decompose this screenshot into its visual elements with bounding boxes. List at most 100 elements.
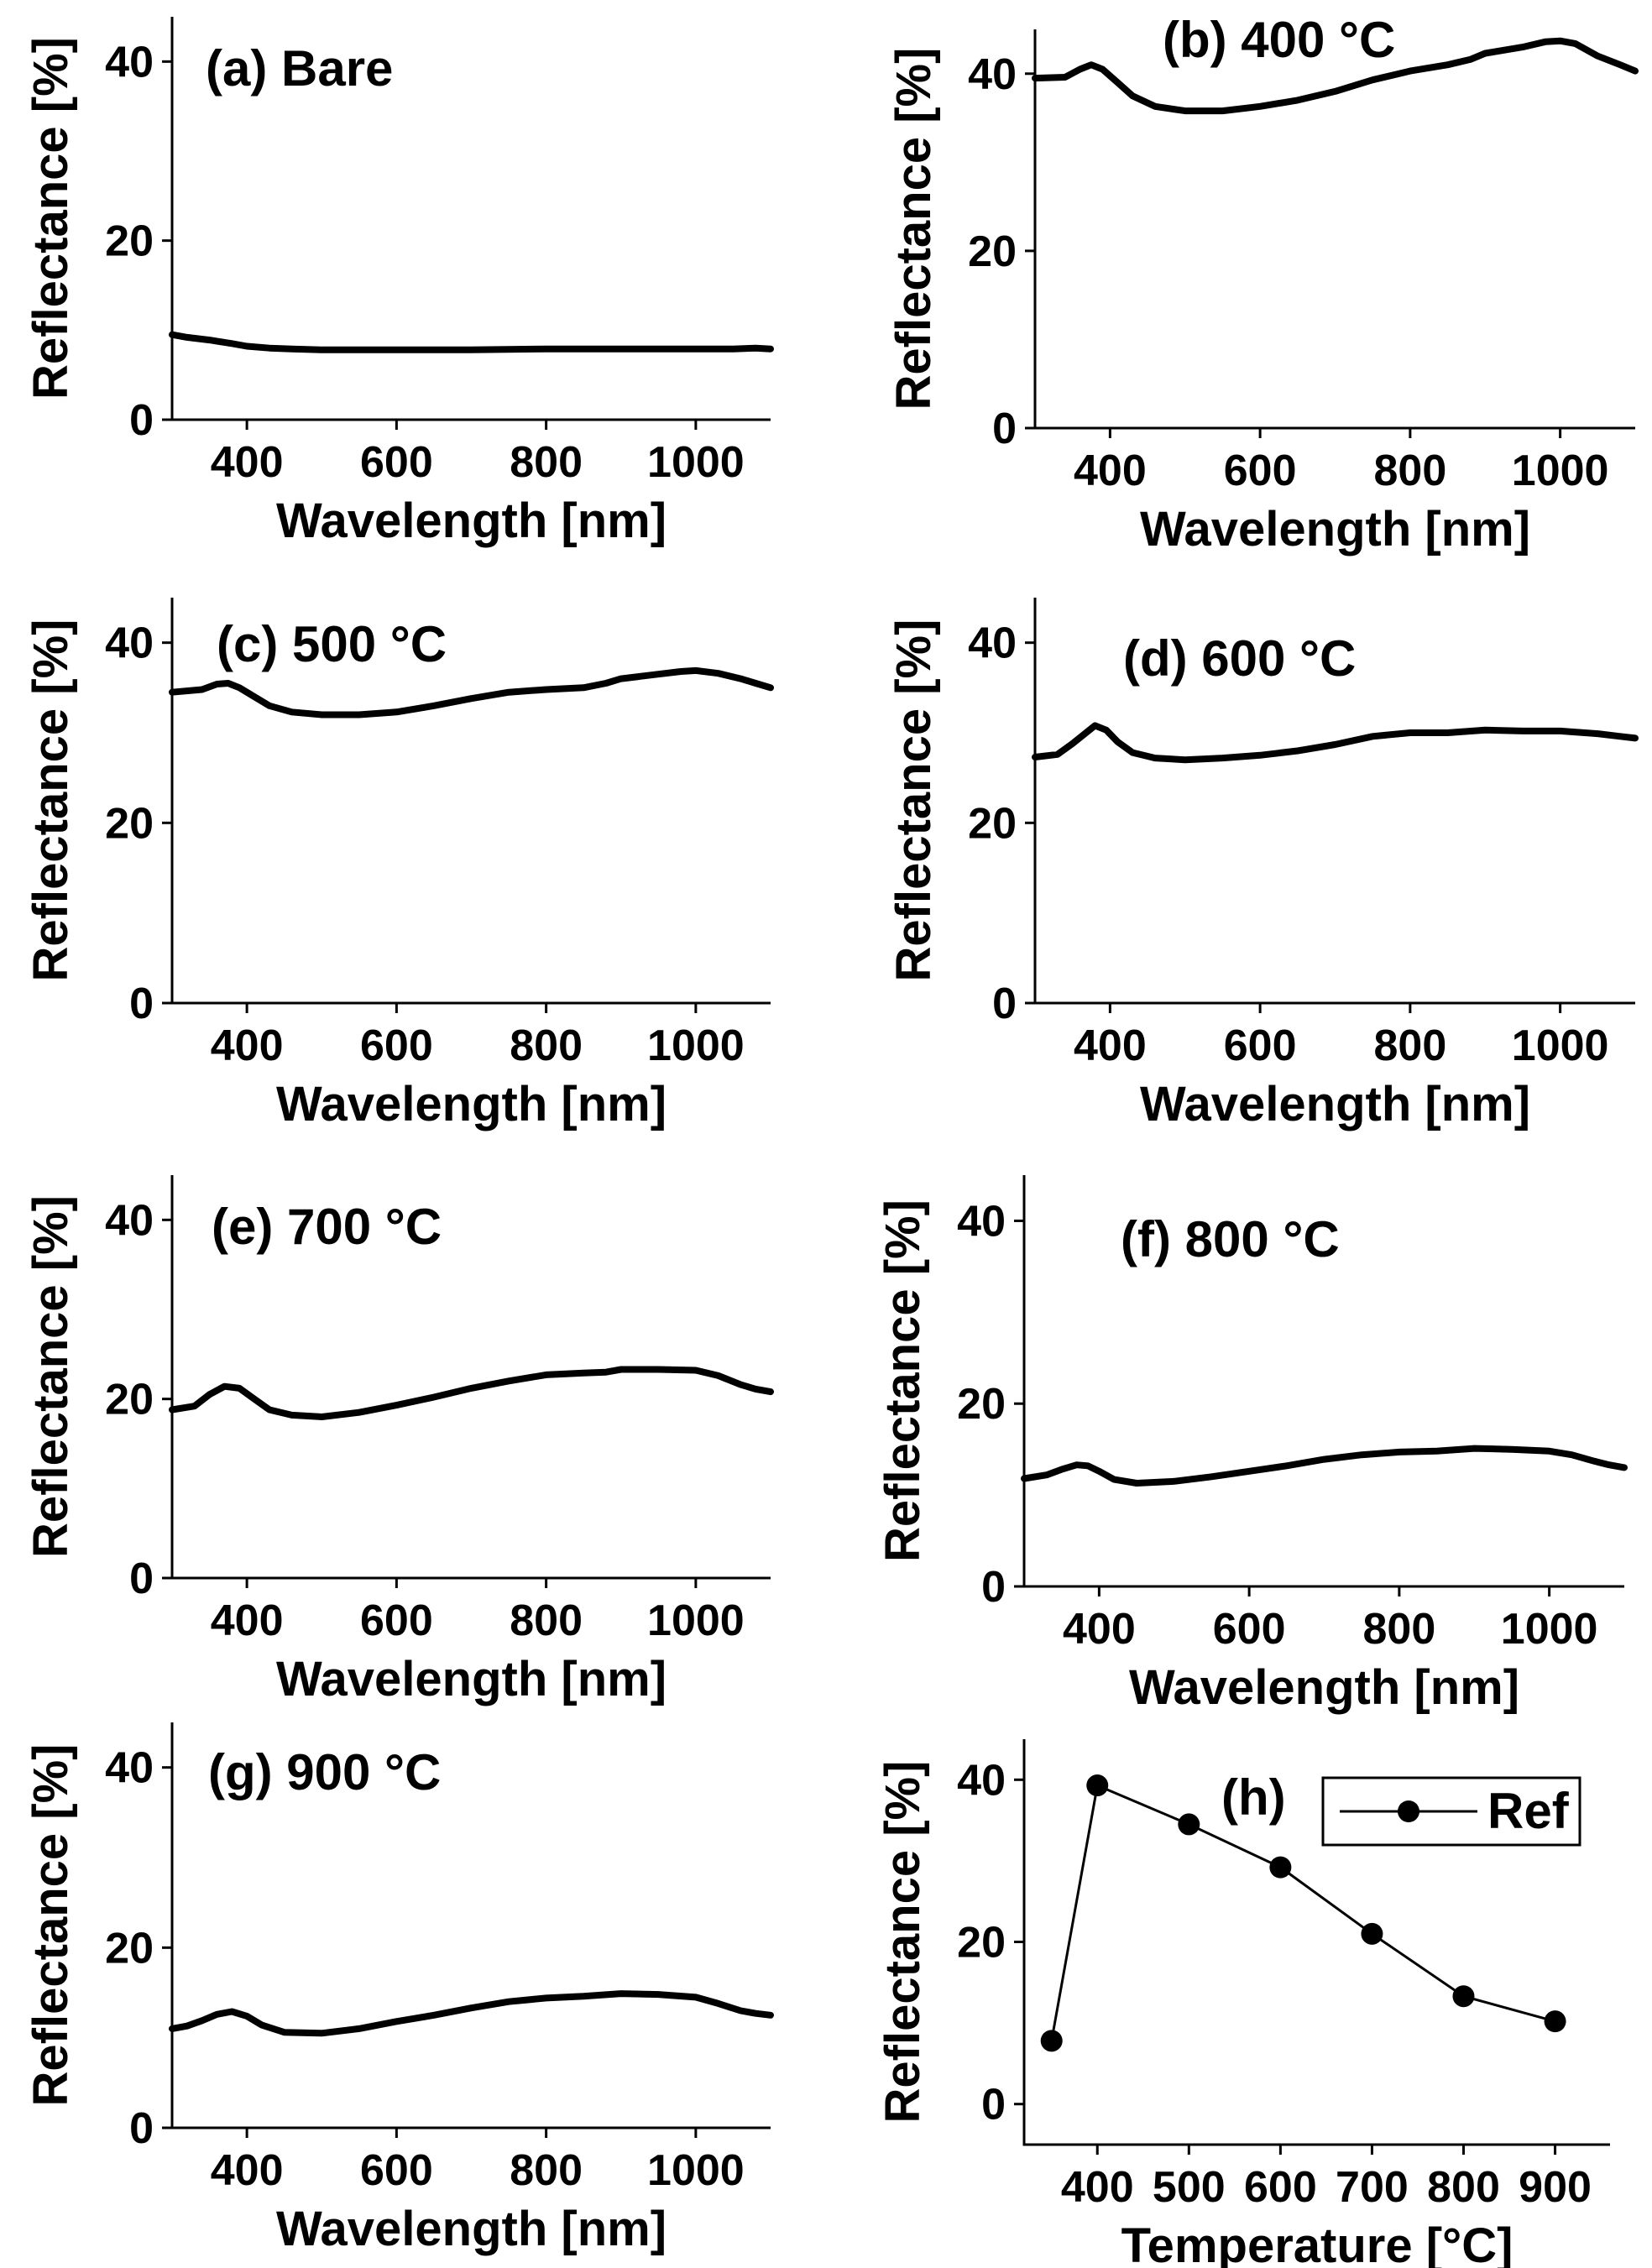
data-point (1452, 1985, 1475, 2008)
x-tick-label: 800 (510, 438, 583, 487)
x-tick-label: 400 (211, 1596, 284, 1645)
x-tick-label: 800 (510, 1022, 583, 1070)
y-axis-label: Reflectance [%] (24, 37, 78, 400)
legend: Ref (1321, 1776, 1581, 1847)
panel-d: 0 20 40 400 600 800 1000 Wavelength [nm] Reflect… (886, 598, 1639, 1131)
panel-c: 0 20 40 400 600 800 1000 Wavelength [nm] Reflect… (24, 598, 774, 1131)
y-tick-label: 20 (105, 217, 154, 266)
x-tick-label: 600 (1213, 1605, 1286, 1654)
x-tick-label: 900 (1519, 2163, 1592, 2212)
panel-title-c: (c) 500 °C (217, 616, 447, 672)
panel-g: 0 20 40 400 600 800 1000 Wavelength [nm] Reflect… (24, 1722, 774, 2256)
x-tick-label: 400 (211, 438, 284, 487)
y-tick-label: 20 (105, 799, 154, 848)
x-tick-label: 800 (510, 1596, 583, 1645)
x-tick-label: 600 (1224, 447, 1297, 495)
x-tick-label: 600 (360, 1022, 433, 1070)
series-line-d (1032, 722, 1639, 764)
data-point (1086, 1774, 1109, 1797)
x-tick-label: 600 (1244, 2163, 1317, 2212)
x-tick-label: 700 (1336, 2163, 1409, 2212)
y-tick-label: 20 (105, 1924, 154, 1973)
series-line-a (169, 331, 774, 353)
y-tick-label: 40 (957, 1197, 1006, 1246)
x-tick-label: 1000 (1501, 1605, 1598, 1654)
x-axis-label: Wavelength [nm] (1140, 1077, 1530, 1131)
x-axis-label: Wavelength [nm] (276, 494, 667, 548)
panel-title-b: (b) 400 °C (1163, 12, 1395, 68)
x-tick-label: 800 (1373, 447, 1446, 495)
panel-f: 0 20 40 400 600 800 1000 Wavelength [nm] Reflect… (876, 1175, 1628, 1715)
x-tick-label: 1000 (647, 1022, 745, 1070)
y-tick-label: 20 (968, 227, 1017, 276)
y-tick-label: 20 (957, 1380, 1006, 1429)
y-tick-label: 20 (105, 1376, 154, 1424)
y-tick-label: 0 (992, 405, 1017, 453)
data-point (1269, 1856, 1292, 1879)
panel-title-h: (h) (1221, 1769, 1286, 1826)
x-tick-label: 800 (1427, 2163, 1500, 2212)
series-line-f (1021, 1445, 1628, 1487)
panel-a: 0 20 40 400 600 800 1000 Wavelength [nm] Reflect… (24, 17, 774, 548)
y-axis-label: Reflectance [%] (876, 1761, 930, 2124)
x-tick-label: 1000 (647, 2146, 745, 2195)
x-tick-label: 1000 (1512, 447, 1609, 495)
y-tick-label: 0 (992, 980, 1017, 1028)
series-line-c (169, 666, 774, 719)
y-axis-label: Reflectance [%] (886, 619, 941, 982)
y-tick-label: 40 (105, 1196, 154, 1245)
panel-title-g: (g) 900 °C (208, 1744, 441, 1800)
x-tick-label: 600 (360, 1596, 433, 1645)
x-tick-label: 500 (1153, 2163, 1226, 2212)
x-tick-label: 800 (1362, 1605, 1435, 1654)
x-tick-label: 400 (1074, 1022, 1147, 1070)
x-tick-label: 400 (1074, 447, 1147, 495)
x-axis-label: Wavelength [nm] (1140, 502, 1530, 557)
y-tick-label: 20 (968, 799, 1017, 848)
series-line-g (169, 1990, 774, 2037)
x-tick-label: 800 (510, 2146, 583, 2195)
legend-label: Ref (1487, 1783, 1570, 1839)
panel-title-a: (a) Bare (206, 40, 393, 97)
panel-e: 0 20 40 400 600 800 1000 Wavelength [nm] Reflect… (24, 1175, 774, 1706)
panel-title-f: (f) 800 °C (1121, 1211, 1340, 1267)
axes-h (1022, 1739, 1610, 2146)
x-tick-label: 1000 (647, 1596, 745, 1645)
x-tick-label: 400 (1063, 1605, 1136, 1654)
y-axis-label: Reflectance [%] (24, 1744, 78, 2107)
x-tick-label: 1000 (647, 438, 745, 487)
y-tick-label: 40 (105, 1744, 154, 1793)
x-axis-label: Temperature [°C] (1121, 2218, 1513, 2268)
y-tick-label: 20 (957, 1919, 1006, 1968)
data-point (1361, 1922, 1383, 1945)
y-axis-label: Reflectance [%] (886, 48, 941, 410)
panel-title-d: (d) 600 °C (1123, 630, 1356, 687)
x-tick-label: 600 (1224, 1022, 1297, 1070)
y-tick-label: 0 (981, 1563, 1006, 1612)
y-tick-label: 40 (105, 619, 154, 668)
x-tick-label: 400 (211, 2146, 284, 2195)
y-tick-label: 0 (129, 1555, 154, 1603)
data-point (1040, 2030, 1063, 2052)
x-axis-label: Wavelength [nm] (1129, 1660, 1519, 1715)
panel-b: 0 20 40 400 600 800 1000 Wavelength [nm] Reflect… (886, 12, 1639, 557)
y-tick-label: 0 (981, 2081, 1006, 2130)
y-axis-label: Reflectance [%] (24, 619, 78, 982)
x-axis-label: Wavelength [nm] (276, 2202, 667, 2256)
y-tick-label: 0 (129, 396, 154, 445)
panel-title-e: (e) 700 °C (212, 1199, 442, 1255)
y-tick-label: 40 (968, 619, 1017, 668)
y-axis-label: Reflectance [%] (876, 1199, 930, 1562)
x-tick-label: 400 (211, 1022, 284, 1070)
x-axis-label: Wavelength [nm] (276, 1077, 667, 1131)
x-axis-label: Wavelength [nm] (276, 1652, 667, 1706)
x-tick-label: 400 (1061, 2163, 1134, 2212)
series-line-b (1032, 37, 1639, 115)
y-tick-label: 40 (957, 1756, 1006, 1805)
y-tick-label: 0 (129, 2104, 154, 2153)
x-tick-label: 1000 (1512, 1022, 1609, 1070)
x-tick-label: 600 (360, 438, 433, 487)
legend-marker (1398, 1800, 1419, 1822)
